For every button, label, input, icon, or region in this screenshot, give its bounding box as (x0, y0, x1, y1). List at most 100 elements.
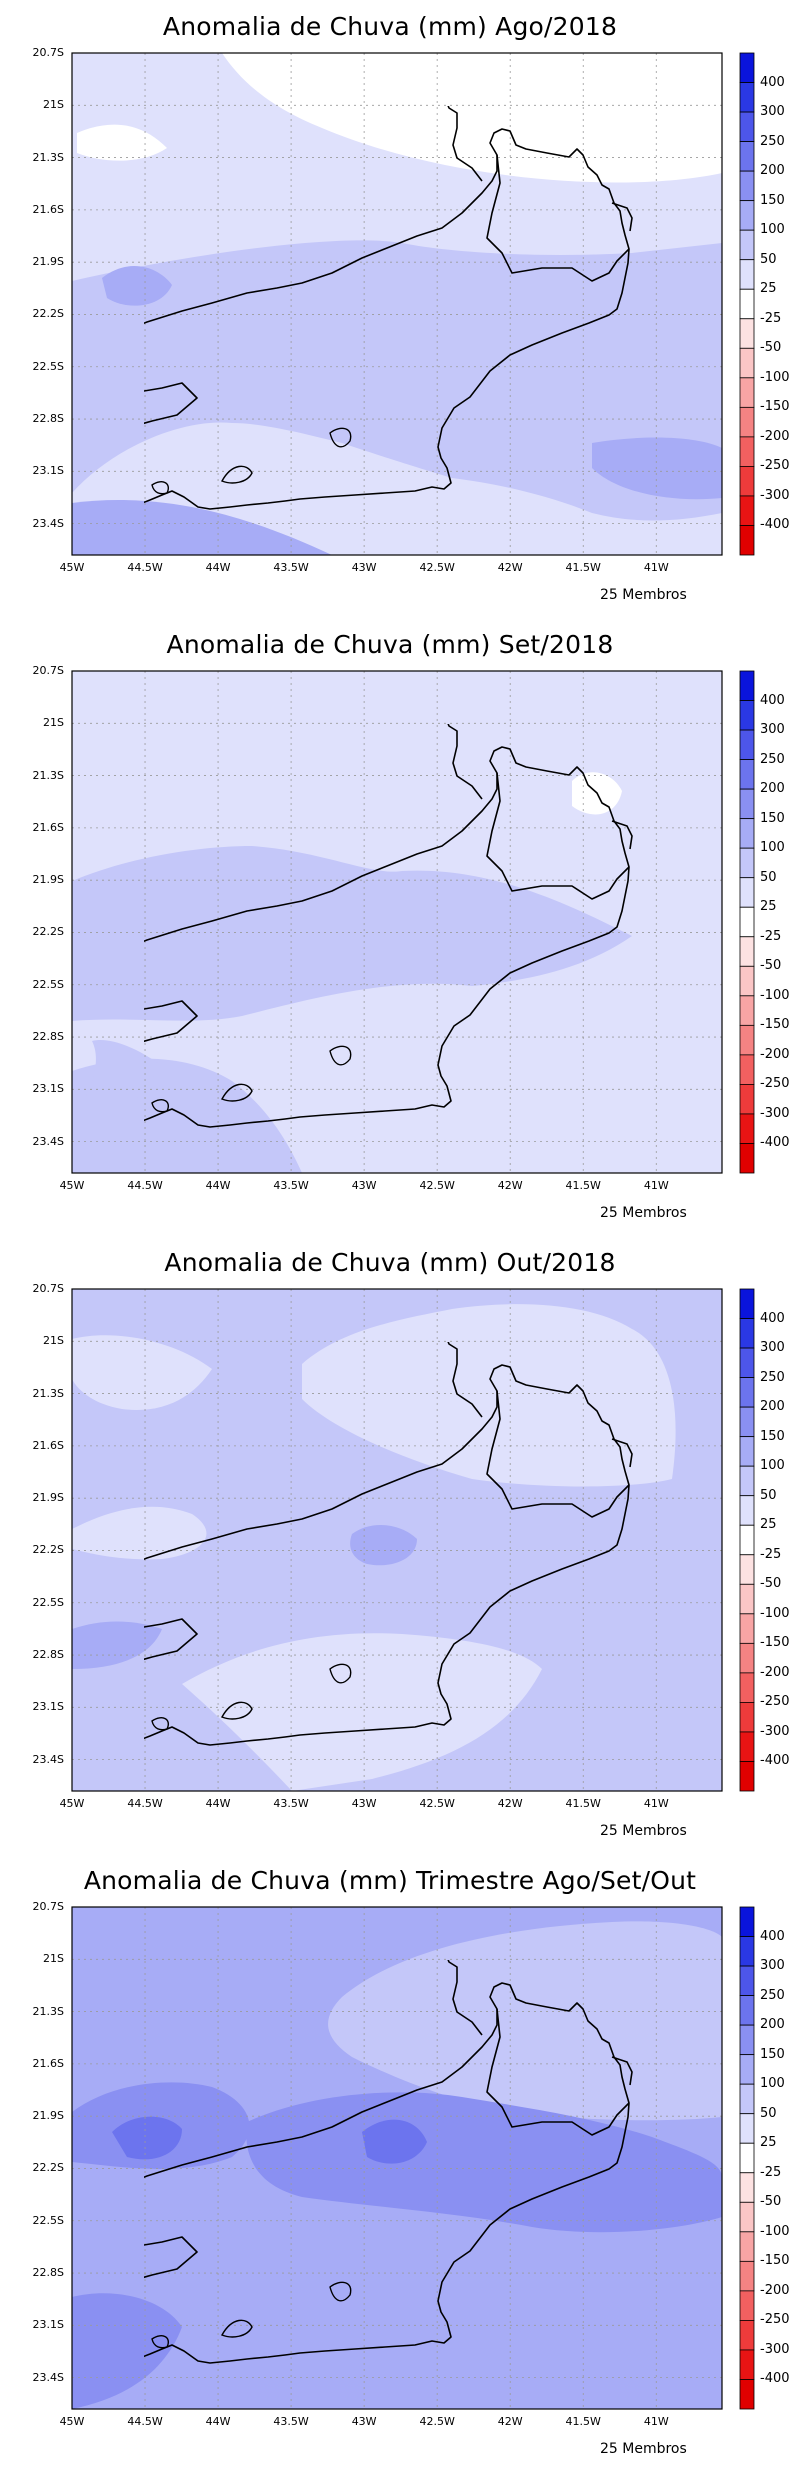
boundary-line (144, 382, 198, 425)
lon-tick-label: 44.5W (127, 561, 163, 574)
lon-tick-label: 42.5W (419, 2415, 455, 2428)
anomaly-contour (350, 1524, 417, 1566)
lat-tick-label: 21.6S (32, 2056, 64, 2070)
colorbar-swatch (739, 111, 755, 142)
gridlines (72, 1907, 722, 2409)
colorbar-swatch (739, 818, 755, 849)
boundary-line (486, 154, 630, 282)
colorbar-swatch (739, 759, 755, 790)
lat-tick-label: 21.9S (32, 255, 64, 269)
lon-tick-label: 42.5W (419, 561, 455, 574)
colorbar-swatch (739, 1731, 755, 1762)
colorbar-label: 25 (760, 281, 777, 297)
colorbar-swatch (739, 1524, 755, 1556)
colorbar-label: -150 (760, 2253, 790, 2269)
colorbar-swatch (739, 1406, 755, 1438)
anomaly-contour (362, 2119, 427, 2164)
lat-tick-label: 22.8S (32, 2266, 64, 2280)
rainfall-anomaly-map (71, 52, 755, 556)
colorbar-label: 200 (760, 1399, 785, 1415)
lat-tick-label: 22.5S (32, 359, 64, 373)
colorbar-swatch (739, 259, 755, 290)
colorbar-swatch (739, 1554, 755, 1585)
lat-tick-label: 21.6S (32, 820, 64, 834)
colorbar-swatch (739, 1702, 755, 1733)
colorbar-swatch (739, 2260, 755, 2292)
colorbar-label: -50 (760, 958, 782, 974)
lon-tick-label: 43.5W (273, 1797, 309, 1810)
boundary-line (144, 746, 630, 1128)
colorbar-swatch (739, 2320, 755, 2351)
colorbar-swatch (739, 2379, 755, 2410)
colorbar-swatch (739, 1143, 755, 1174)
anomaly-contour (246, 2092, 722, 2233)
lat-tick-label: 22.8S (32, 412, 64, 426)
anomaly-contour (102, 266, 172, 306)
lon-tick-label: 45W (59, 1179, 85, 1192)
anomaly-contour (182, 1633, 542, 1791)
lat-tick-label: 21.3S (32, 150, 64, 164)
colorbar-swatch (739, 2172, 755, 2203)
lat-tick-label: 22.2S (32, 1543, 64, 1557)
colorbar-label: -300 (760, 1105, 790, 1121)
colorbar-label: 200 (760, 163, 785, 179)
colorbar-label: -250 (760, 1076, 790, 1092)
colorbar-label: 100 (760, 222, 785, 238)
boundary-line (447, 1342, 483, 1418)
lon-tick-label: 43.5W (273, 561, 309, 574)
lat-tick-label: 21.9S (32, 1491, 64, 1505)
colorbar-label: -150 (760, 399, 790, 415)
colorbar-swatch (739, 1761, 755, 1792)
lat-tick-label: 20.7S (32, 1282, 64, 1295)
colorbar-swatch (739, 1377, 755, 1408)
lat-tick-label: 21.3S (32, 1386, 64, 1400)
colorbar-label: -400 (760, 1753, 790, 1769)
lon-tick-label: 43W (351, 1179, 377, 1192)
colorbar-swatch (739, 141, 755, 172)
colorbar-label: 100 (760, 2076, 785, 2092)
lon-tick-label: 41.5W (565, 1797, 601, 1810)
colorbar-swatch (739, 2231, 755, 2262)
island-outline (151, 1083, 253, 1113)
colorbar-label: 400 (760, 1310, 785, 1326)
anomaly-contour (328, 1921, 722, 2121)
colorbar-swatch (739, 318, 755, 349)
colorbar-swatch (739, 2349, 755, 2380)
lat-tick-label: 22.8S (32, 1648, 64, 1662)
colorbar-swatch (739, 1318, 755, 1349)
colorbar-label: -250 (760, 2312, 790, 2328)
boundary-line (144, 1982, 630, 2364)
lon-tick-label: 45W (59, 2415, 85, 2428)
colorbar-swatch (739, 1583, 755, 1615)
colorbar-label: -25 (760, 310, 782, 326)
colorbar-label: -250 (760, 458, 790, 474)
colorbar-swatch (739, 1084, 755, 1115)
colorbar-label: -200 (760, 428, 790, 444)
colorbar-label: -300 (760, 1723, 790, 1739)
lon-tick-label: 41.5W (565, 2415, 601, 2428)
colorbar-swatch (739, 700, 755, 731)
lat-tick-label: 23.1S (32, 1700, 64, 1714)
colorbar-swatch (739, 877, 755, 908)
lat-tick-label: 21S (43, 1334, 64, 1348)
colorbar-swatch (739, 1054, 755, 1085)
colorbar-swatch (739, 436, 755, 467)
lat-tick-label: 21.9S (32, 2109, 64, 2123)
colorbar-swatch (739, 2054, 755, 2085)
boundary-line (611, 1438, 633, 1468)
lat-tick-label: 21.3S (32, 2004, 64, 2018)
colorbar-label: -25 (760, 928, 782, 944)
colorbar-swatch (739, 2290, 755, 2321)
boundary-line (611, 2056, 633, 2086)
lon-tick-label: 41W (643, 561, 669, 574)
lat-tick-label: 23.4S (32, 1752, 64, 1766)
boundary-line (144, 1364, 630, 1746)
lon-tick-label: 42.5W (419, 1797, 455, 1810)
map-panel-trimestre: Anomalia de Chuva (mm) Trimestre Ago/Set… (0, 1854, 800, 2472)
lat-tick-label: 22.5S (32, 977, 64, 991)
plot-frame (71, 1906, 723, 2410)
state-boundaries (144, 1960, 633, 2364)
anomaly-contour (592, 437, 722, 500)
colorbar-swatch (739, 170, 755, 202)
boundary-line (447, 1960, 483, 2036)
